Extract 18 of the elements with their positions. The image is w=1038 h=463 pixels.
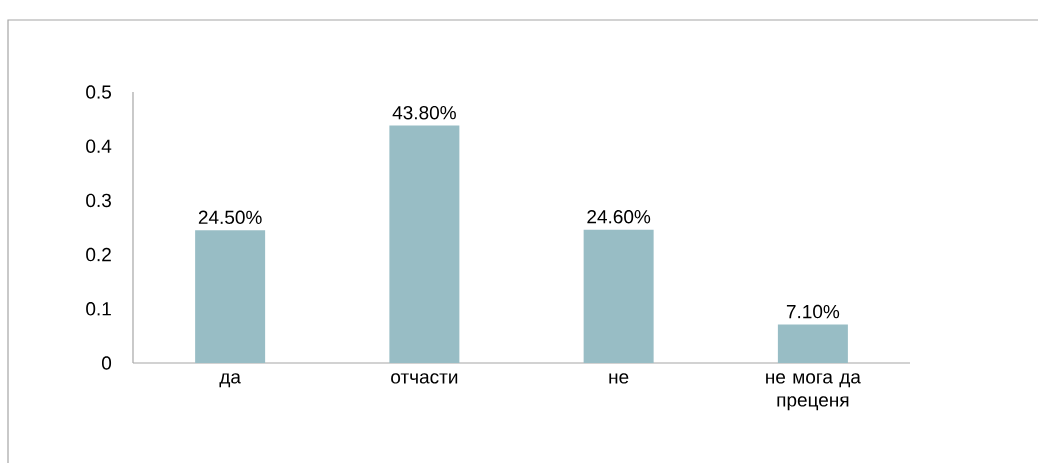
x-tick-label: не xyxy=(609,373,629,384)
bar xyxy=(583,229,654,363)
x-tick-label: отчасти xyxy=(391,373,458,384)
y-tick-label: 0.5 xyxy=(86,85,111,99)
x-tick-label: да xyxy=(219,373,241,388)
bar xyxy=(389,125,460,363)
data-label: 24.60% xyxy=(587,210,651,224)
y-tick-label: 0.2 xyxy=(86,247,111,262)
bar xyxy=(777,324,848,363)
data-label: 24.50% xyxy=(198,210,262,225)
y-tick-label: 0 xyxy=(101,356,112,370)
x-tick-label: не мога да преценя xyxy=(766,373,861,411)
y-tick-label: 0.3 xyxy=(86,193,111,208)
data-label: 43.80% xyxy=(392,105,456,120)
bar xyxy=(195,230,266,363)
y-tick-label: 0.1 xyxy=(86,302,111,316)
y-tick-label: 0.4 xyxy=(86,139,112,153)
data-label: 7.10% xyxy=(786,304,840,319)
